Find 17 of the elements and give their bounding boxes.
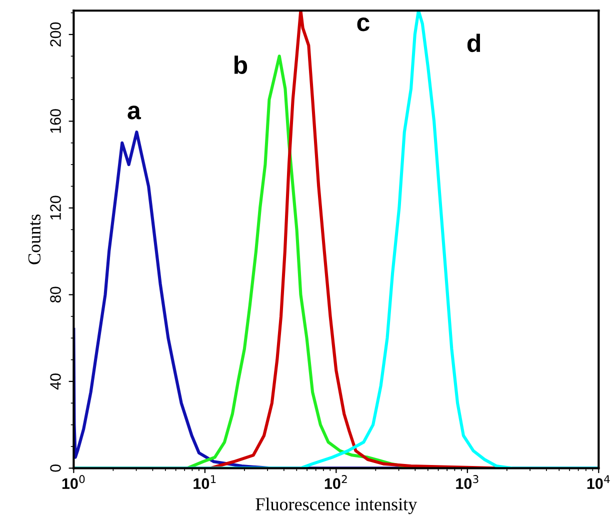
x-tick-label: 10$^{3}$ <box>456 475 478 489</box>
y-tick-label: 200 <box>50 22 61 46</box>
series-label: a <box>128 106 142 120</box>
x-axis-title: Fluorescence intensity <box>256 498 418 514</box>
y-tick-label: 80 <box>50 286 61 303</box>
x-tick-label: 10$^{4}$ <box>587 475 610 489</box>
series-label: b <box>234 56 248 74</box>
y-axis-title: Counts <box>28 214 40 264</box>
y-tick-label: 120 <box>50 196 61 220</box>
series-label: d <box>467 34 480 52</box>
y-tick-label: 0 <box>50 464 61 472</box>
x-tick-label: 10$^{2}$ <box>324 475 347 489</box>
y-tick-label: 160 <box>50 109 61 133</box>
text: c <box>357 18 370 32</box>
x-tick-label: 10$^{1}$ <box>194 475 216 489</box>
y-tick-label: 40 <box>50 374 61 390</box>
x-tick-label: 10$^{0}$ <box>62 475 85 489</box>
